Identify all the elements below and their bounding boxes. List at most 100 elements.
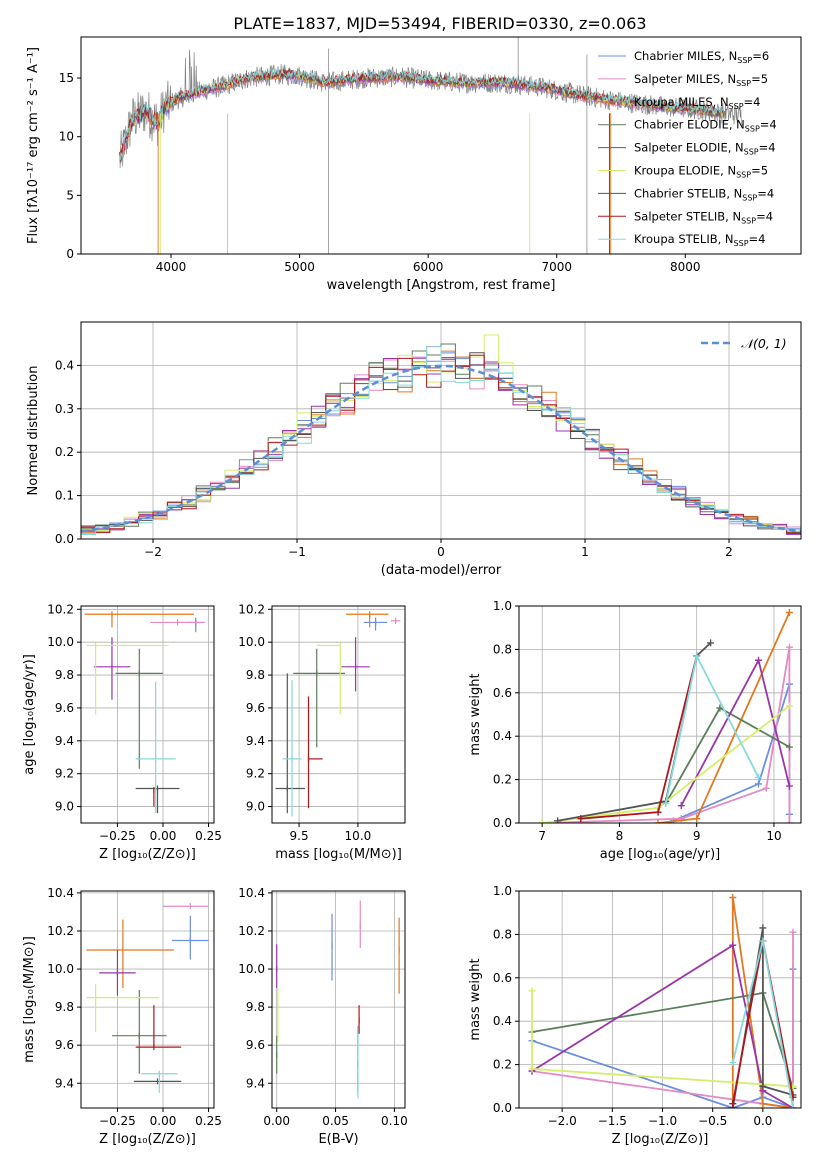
errorbar-point-salpeter_miles: [150, 619, 205, 626]
y-tick-label: 0.8: [493, 927, 512, 941]
y-tick-label: 10.0: [238, 962, 265, 976]
y-tick-label: 10.4: [238, 886, 265, 900]
y-tick-label: 9.4: [246, 734, 265, 748]
x-tick-label: −0.5: [698, 1114, 727, 1128]
y-tick-label: 9.8: [55, 1000, 74, 1014]
y-tick-label: 10.4: [47, 886, 74, 900]
y-tick-label: 9.6: [55, 701, 74, 715]
age_vs_Z-plot-area: [84, 611, 205, 814]
plus-marker: [755, 656, 763, 664]
errorbar-point-salpeter_miles: [390, 617, 401, 625]
legend-entry: Kroupa MILES, NSSP=4: [634, 95, 760, 111]
legend-suffix: =5: [751, 164, 768, 178]
legend-entry: Salpeter STELIB, NSSP=4: [634, 209, 773, 225]
errorbar-point-kroupa_elodie: [86, 984, 160, 1032]
errorbar-point-chabrier_elodie: [111, 989, 167, 1074]
weight_vs_Z-frame: [518, 890, 802, 1109]
legend-suffix: =4: [760, 118, 777, 132]
x-tick-label: 10: [766, 829, 781, 843]
y-tick-label: 10.2: [47, 924, 74, 938]
legend-entry: Kroupa ELODIE, NSSP=5: [634, 164, 768, 180]
y-tick-label: 10.2: [47, 602, 74, 616]
plus-marker: [577, 815, 585, 823]
plus-marker: [528, 1065, 536, 1073]
x-tick-label: 2: [725, 545, 733, 559]
errorbar-point-salpeter_stelib: [135, 1005, 182, 1051]
y-tick-label: 10.0: [47, 635, 74, 649]
mass_vs_Z-frame: [80, 890, 215, 1109]
legend-entry: Chabrier STELIB, NSSP=4: [634, 186, 774, 202]
y-tick-label: 0.4: [493, 729, 512, 743]
y-tick-label: 10.0: [47, 962, 74, 976]
figure-title: PLATE=1837, MJD=53494, FIBERID=0330, z=0…: [233, 14, 646, 33]
y-tick-label: 9.8: [246, 1000, 265, 1014]
y-axis-label: Flux [fλ10⁻¹⁷ erg cm⁻² s⁻¹ A⁻¹]: [26, 47, 41, 244]
legend-subscript: SSP: [745, 125, 760, 134]
y-tick-label: 0.1: [55, 489, 74, 503]
plus-marker: [693, 652, 701, 660]
weight-series-kroupa_stelib: [729, 937, 797, 1108]
plus-marker: [789, 1104, 797, 1108]
plus-marker: [729, 1100, 737, 1108]
errorbar-point-chabrier_miles: [363, 617, 388, 631]
plus-marker: [789, 928, 797, 936]
y-tick-label: 9.8: [246, 668, 265, 682]
errorbar-point-salpeter_elodie: [341, 637, 370, 692]
y-tick-label: 9.2: [55, 767, 74, 781]
errorbar-point-kroupa_stelib: [282, 679, 302, 817]
legend-suffix: =4: [756, 209, 773, 223]
weight-series-kroupa_stelib: [662, 652, 763, 807]
errorbar-point-chabrier_elodie: [293, 648, 345, 748]
errorbar-point-kroupa_miles: [86, 919, 174, 989]
weight-series-kroupa_miles: [654, 609, 793, 823]
legend-label: Chabrier STELIB, N: [634, 186, 742, 200]
legend-label: Kroupa MILES, N: [634, 95, 729, 109]
x-tick-label: 0.00: [263, 1114, 290, 1128]
plus-marker: [693, 815, 701, 823]
y-tick-label: 0.3: [55, 402, 74, 416]
legend-label: Chabrier ELODIE, N: [634, 118, 745, 132]
legend-entry: Salpeter ELODIE, NSSP=4: [634, 141, 776, 157]
legend-label: Salpeter ELODIE, N: [634, 141, 744, 155]
plus-marker: [662, 799, 670, 807]
x-axis-label: wavelength [Angstrom, rest frame]: [327, 278, 556, 293]
legend-suffix: =4: [749, 232, 766, 246]
y-axis-label: age [log₁₀(age/yr)]: [22, 654, 37, 775]
errorbar-point-salpeter_stelib: [307, 696, 323, 809]
y-tick-label: 0.6: [493, 971, 512, 985]
x-tick-label: 0.05: [322, 1114, 349, 1128]
legend-entry: Chabrier ELODIE, NSSP=4: [634, 118, 777, 134]
legend-entry: Salpeter MILES, NSSP=5: [634, 72, 768, 88]
plus-marker: [654, 808, 662, 816]
x-tick-label: 0.00: [150, 829, 177, 843]
x-tick-label: 9.5: [290, 829, 309, 843]
y-axis-label: mass weight: [468, 673, 483, 755]
plus-marker: [654, 819, 662, 823]
x-tick-label: −1.5: [598, 1114, 627, 1128]
legend-label: Chabrier MILES, N: [634, 49, 737, 63]
x-tick-label: −0.25: [99, 829, 136, 843]
errorbar-point-kroupa_miles: [84, 611, 194, 628]
x-tick-label: 6000: [413, 260, 444, 274]
x-axis-label: (data-model)/error: [381, 563, 502, 578]
legend-label: Kroupa ELODIE, N: [634, 164, 736, 178]
x-tick-label: −2.0: [548, 1114, 577, 1128]
residuals-frame: [80, 321, 802, 540]
y-axis-label: mass weight: [468, 958, 483, 1040]
plus-marker: [677, 802, 685, 810]
plus-marker: [785, 782, 793, 790]
errorbar-point-kroupa_stelib: [141, 1070, 178, 1093]
y-tick-label: 0.4: [493, 1014, 512, 1028]
legend-subscript: SSP: [729, 102, 744, 111]
y-tick-label: 15: [59, 71, 74, 85]
x-tick-label: 10.0: [345, 829, 372, 843]
y-axis-label: Normed distribution: [26, 366, 41, 496]
errorbar-point-salpeter_elodie: [93, 637, 131, 700]
plus-marker: [759, 1100, 767, 1108]
errorbar-point-salpeter_elodie: [99, 950, 136, 996]
x-tick-label: 5000: [284, 260, 315, 274]
plus-marker: [755, 780, 763, 788]
x-tick-label: −2: [144, 545, 162, 559]
spectrum-axes: 4000 5000 6000 7000 8000 0 5 10 15 wavelength [An…: [26, 47, 701, 293]
age_vs_mass-axes: 9.5 10.0 9.0 9.2 9.4 9.6 9.8 10.0 10.2 mass [log₁…: [238, 602, 405, 862]
